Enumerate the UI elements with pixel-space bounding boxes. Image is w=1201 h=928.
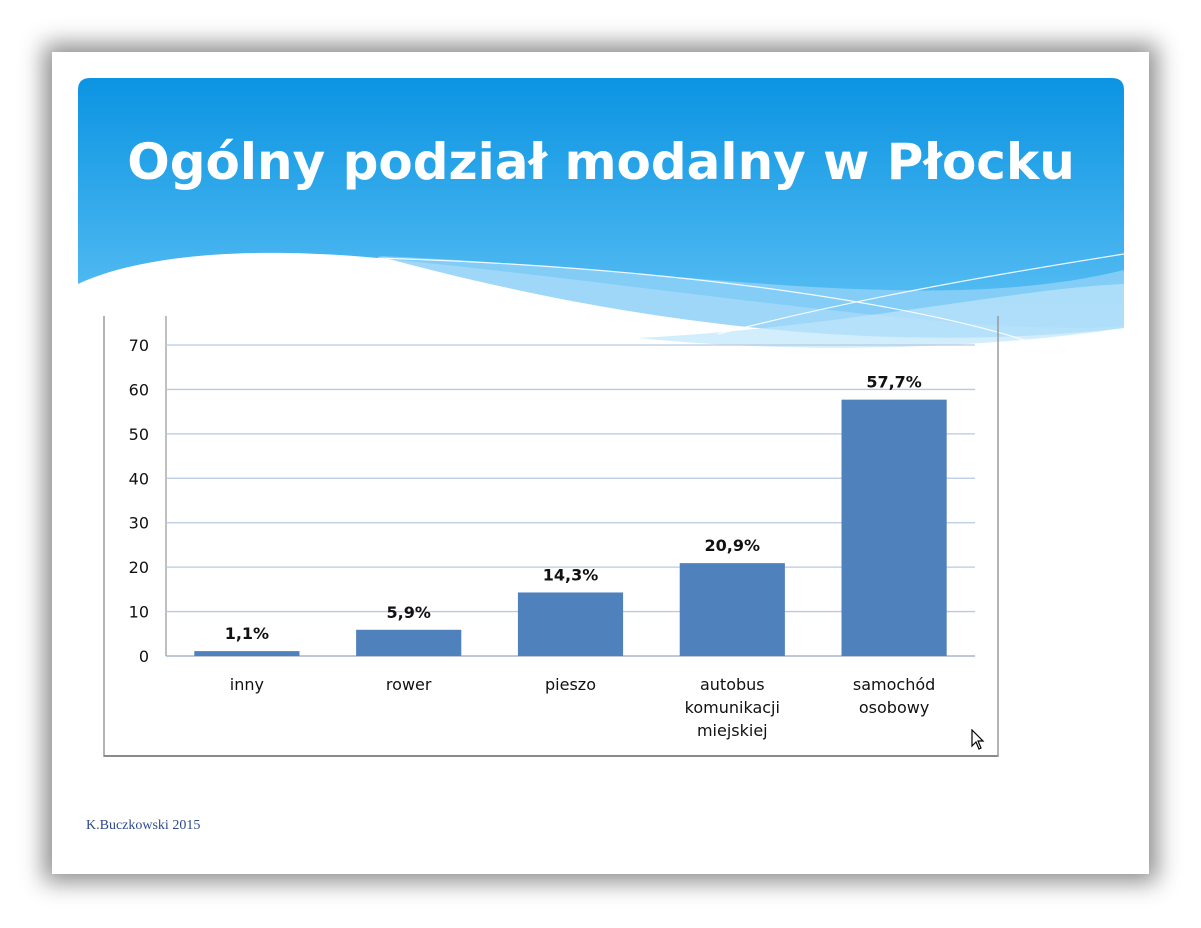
bar: [679, 563, 785, 656]
x-tick-label: inny: [230, 675, 264, 694]
bar: [356, 629, 462, 656]
bar: [841, 399, 947, 656]
y-tick-label: 10: [129, 603, 149, 622]
data-label: 1,1%: [225, 624, 269, 643]
bar: [194, 651, 300, 656]
y-tick-label: 70: [129, 336, 149, 355]
x-tick-label: miejskiej: [697, 721, 768, 740]
x-tick-label: samochód: [853, 675, 935, 694]
y-tick-label: 60: [129, 380, 149, 399]
header-banner: [78, 78, 1124, 349]
header-wave-line-2: [717, 253, 1124, 335]
data-label: 5,9%: [387, 603, 431, 622]
y-tick-label: 50: [129, 425, 149, 444]
header-wave-pale: [638, 284, 1124, 348]
slide: Ogólny podział modalny w Płocku 0 10 20 30 4…: [52, 52, 1149, 874]
header-wave-line-1: [377, 257, 1049, 349]
data-label: 57,7%: [866, 373, 922, 392]
y-tick-label: 30: [129, 514, 149, 533]
y-tick-label: 0: [139, 647, 149, 666]
x-tick-label: osobowy: [859, 698, 929, 717]
header-background: [78, 78, 1124, 328]
bar: [517, 592, 624, 656]
data-label: 14,3%: [543, 565, 599, 584]
x-tick-label: rower: [386, 675, 432, 694]
bar-chart: 0 10 20 30 40 50 60 70 1,1% inny 5,9% rower 14,3% pi…: [103, 316, 999, 757]
y-tick-label: 20: [129, 558, 149, 577]
x-tick-label: komunikacji: [685, 698, 780, 717]
slide-title: Ogólny podział modalny w Płocku: [127, 133, 1075, 191]
footer-credit: K.Buczkowski 2015: [86, 818, 201, 833]
y-tick-label: 40: [129, 469, 149, 488]
x-tick-label: pieszo: [545, 675, 596, 694]
mouse-cursor-icon: [971, 729, 985, 750]
data-label: 20,9%: [705, 536, 761, 555]
x-tick-label: autobus: [700, 675, 765, 694]
